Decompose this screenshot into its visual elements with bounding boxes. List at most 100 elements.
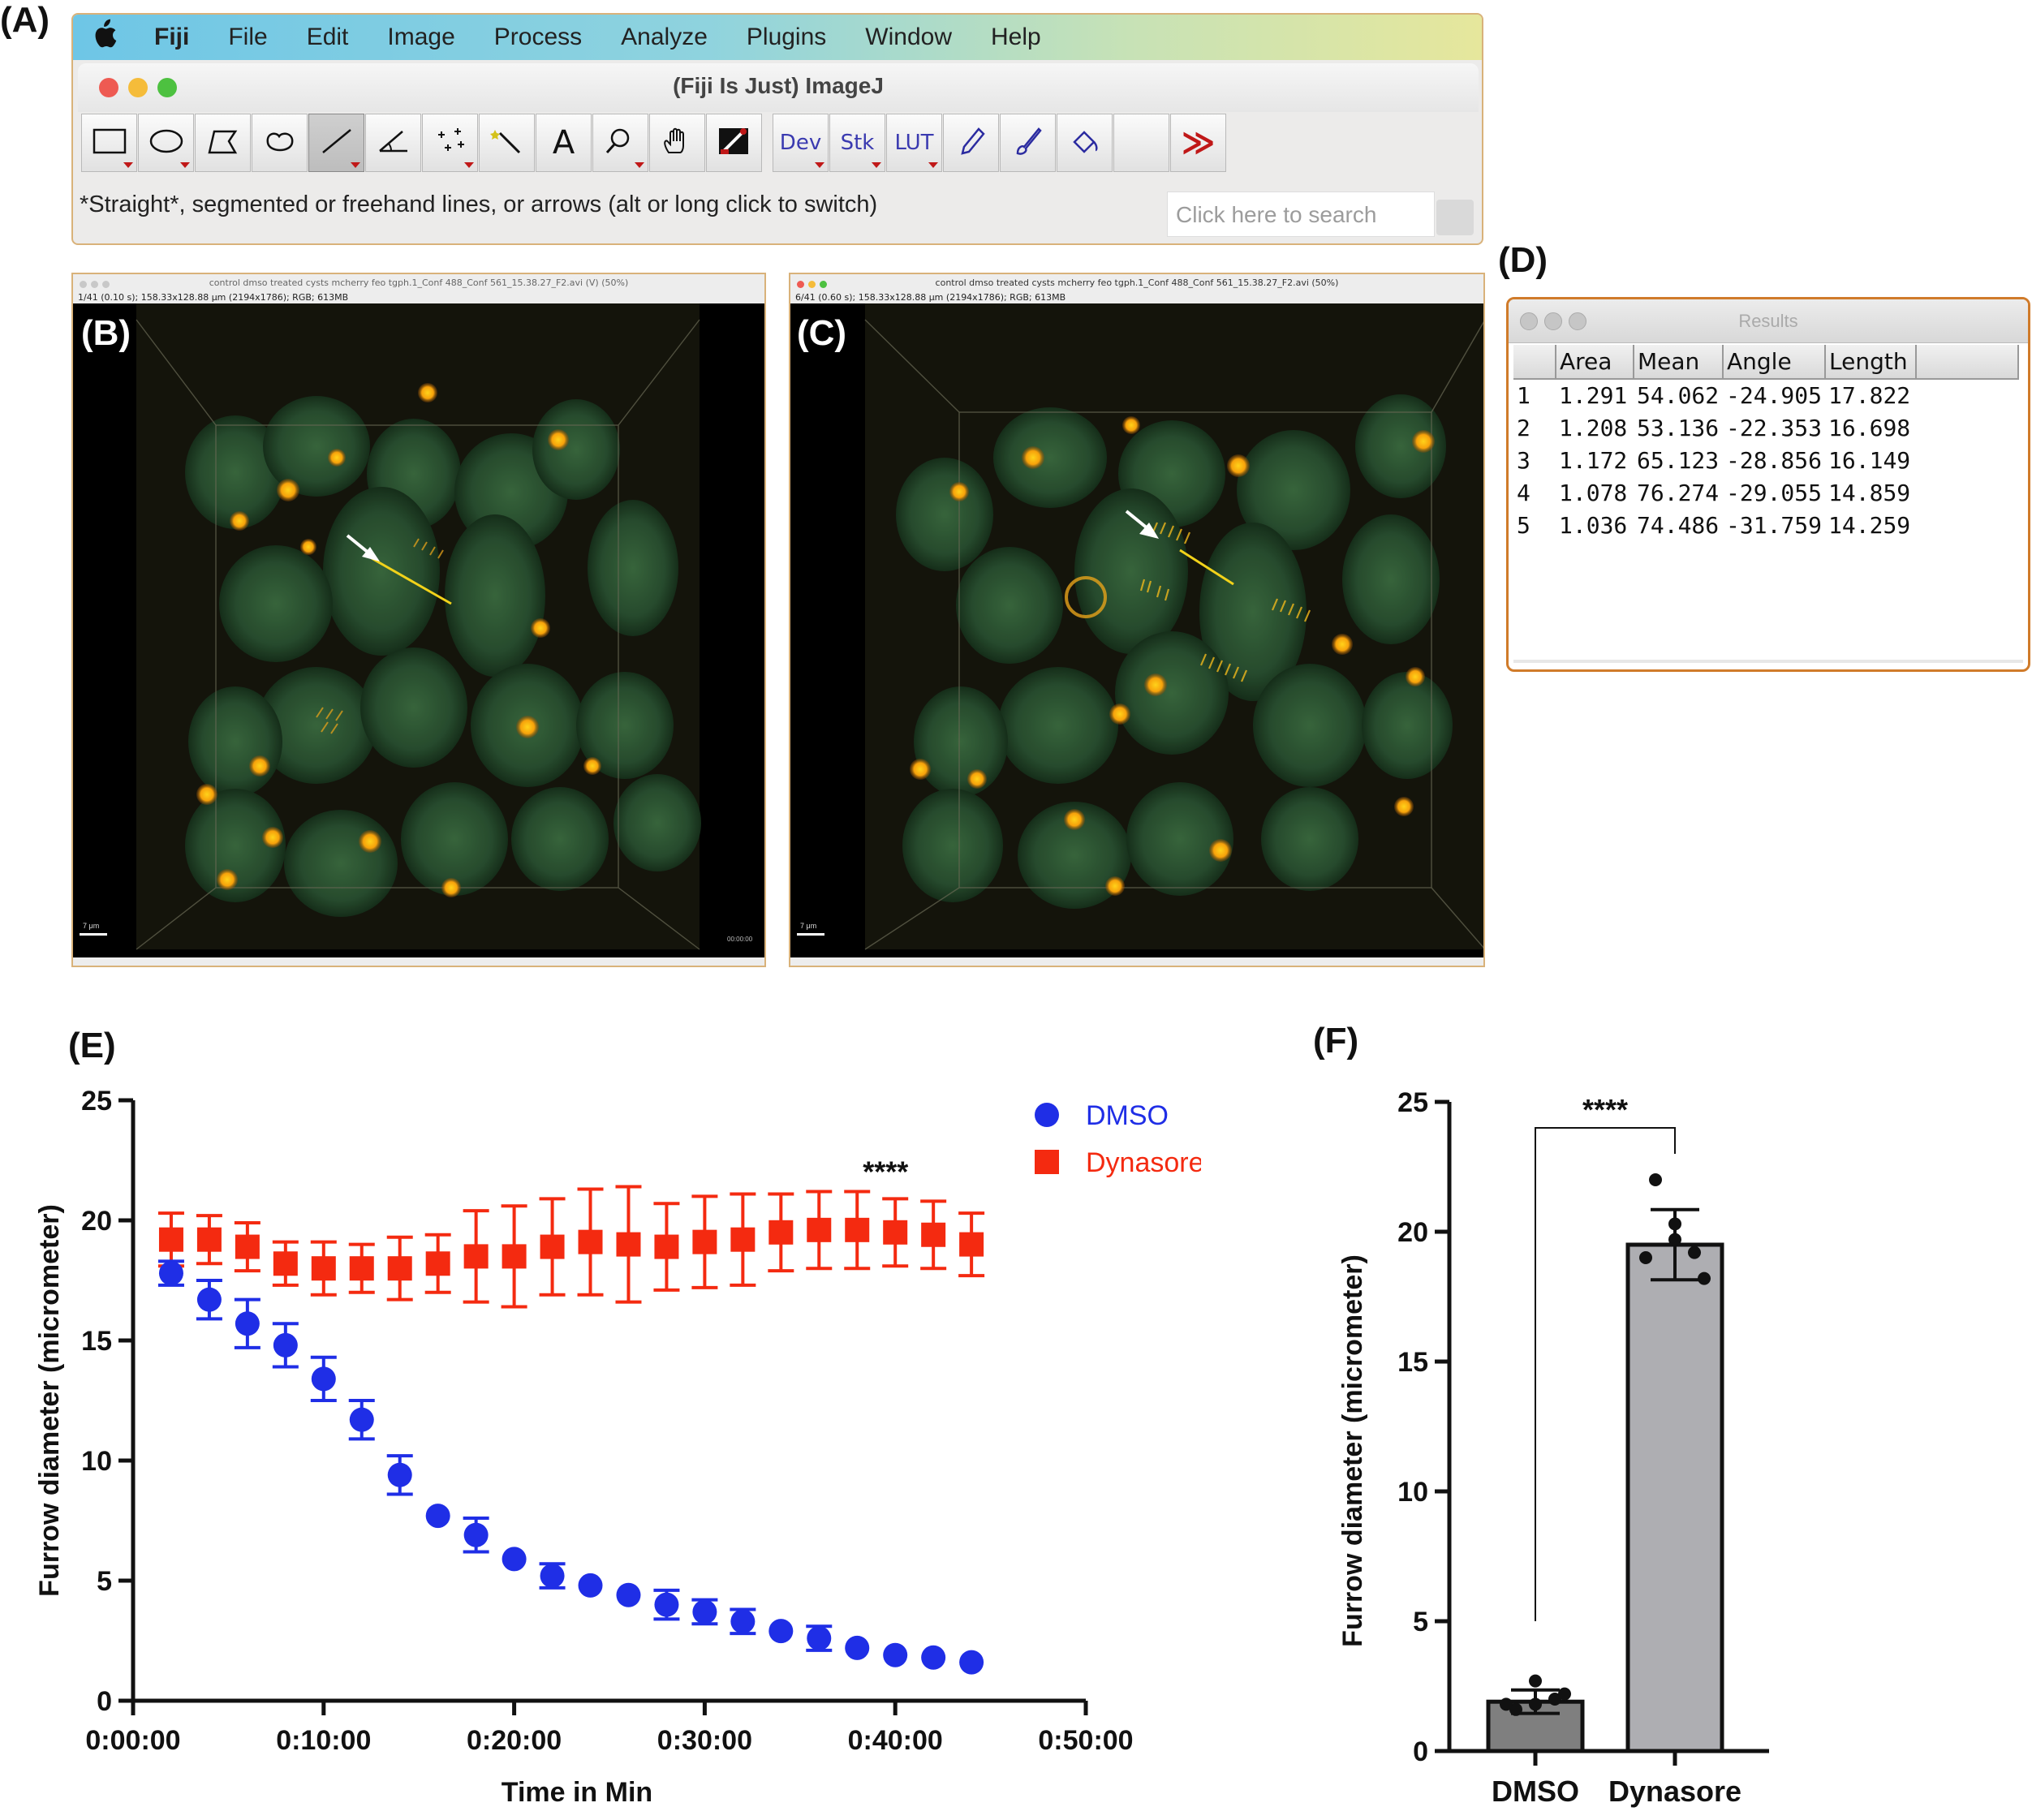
menu-help[interactable]: Help [991,24,1041,50]
hand-icon [659,127,696,159]
data-point [654,1592,679,1617]
y-tick-label: 0 [97,1686,112,1717]
cell-length: 17.822 [1828,382,1911,409]
cell-area: 1.291 [1559,382,1628,409]
minimize-window-button[interactable] [1544,312,1562,330]
hand-tool[interactable] [649,114,705,172]
data-point [921,1222,946,1247]
data-point [1529,1674,1542,1688]
data-point [540,1564,565,1589]
menu-fiji[interactable]: Fiji [154,24,190,50]
dev-label: Dev [779,131,822,155]
y-tick-label: 10 [81,1446,112,1477]
minimize-window-button[interactable] [128,78,148,97]
panel-label-a: (A) [0,0,50,40]
rectangle-tool[interactable] [81,114,137,172]
data-point [768,1220,794,1245]
window-title: (Fiji Is Just) ImageJ [673,73,884,98]
data-point [349,1407,374,1432]
magnifier-icon [602,127,639,159]
data-points [1500,1173,1711,1716]
menu-file[interactable]: File [228,24,268,50]
table-row[interactable]: 2 1.208 53.136 -22.353 16.698 [1513,411,2018,444]
flood-fill-tool[interactable] [1057,114,1113,172]
y-tick-label: 5 [1413,1607,1428,1637]
polygon-icon [204,127,242,159]
data-point [807,1217,832,1242]
data-point [1639,1251,1652,1264]
line-tool[interactable] [308,114,364,172]
more-tools-button[interactable]: ≫ [1170,114,1226,172]
magic-wand-icon [489,127,526,159]
data-point [883,1220,908,1245]
significance-annotation: **** [1582,1093,1628,1126]
menu-plugins[interactable]: Plugins [746,24,827,50]
oval-tool[interactable] [138,114,194,172]
significance-annotation: **** [863,1155,908,1189]
angle-tool[interactable] [365,114,421,172]
data-point [959,1232,984,1257]
close-window-button[interactable] [99,78,118,97]
data-point [196,1287,222,1312]
image-title: control dmso treated cysts mcherry feo t… [935,278,1339,288]
horizontal-scrollbar[interactable] [1513,660,2023,663]
color-picker-tool[interactable] [706,114,762,172]
brush-tool[interactable] [1000,114,1056,172]
data-point [463,1522,489,1547]
data-point [1509,1702,1522,1716]
menu-edit[interactable]: Edit [306,24,349,50]
column-header-angle[interactable]: Angle [1723,345,1827,380]
column-header-index[interactable] [1513,345,1556,380]
text-tool[interactable]: A [536,114,592,172]
freehand-tool[interactable] [252,114,308,172]
column-header-area[interactable]: Area [1556,345,1634,380]
menu-image[interactable]: Image [387,24,455,50]
timestamp-label: 00:00:00 [727,936,753,943]
zoom-tool[interactable] [592,114,648,172]
tool-bar: A Dev Stk LUT ≫ [81,114,1226,174]
apple-icon[interactable] [73,18,135,58]
microscopy-image[interactable]: 7 μm 00:00:00 [73,303,764,957]
menu-analyze[interactable]: Analyze [621,24,708,50]
cell-mean: 53.136 [1637,414,1720,441]
search-button[interactable] [1436,200,1474,235]
table-row[interactable]: 3 1.172 65.123 -28.856 16.149 [1513,444,2018,476]
row-index: 1 [1517,382,1530,409]
empty-tool-slot[interactable] [1113,114,1169,172]
microscopy-image[interactable]: 7 μm [790,303,1485,957]
polygon-tool[interactable] [195,114,251,172]
chart-legend: DMSO Dynasore [1035,1100,1201,1178]
lut-tool[interactable]: LUT [886,114,942,172]
data-point [235,1311,260,1336]
close-window-button[interactable] [1520,312,1538,330]
menu-process[interactable]: Process [493,24,583,50]
stacks-tool[interactable]: Stk [829,114,885,172]
scale-bar-label: 7 μm [800,922,816,930]
wand-tool[interactable] [479,114,535,172]
table-row[interactable]: 5 1.036 74.486 -31.759 14.259 [1513,509,2018,541]
column-header-mean[interactable]: Mean [1634,345,1724,380]
x-tick-label: 0:40:00 [848,1725,943,1756]
y-tick-label: 5 [97,1566,112,1597]
data-point [425,1504,450,1529]
menu-window[interactable]: Window [865,24,952,50]
measurement-line [1179,549,1234,586]
column-header-length[interactable]: Length [1825,345,1918,380]
results-table: Area Mean Angle Length 1 1.291 54.062 -24.9… [1513,345,2020,541]
zoom-window-button[interactable] [1569,312,1586,330]
pencil-tool[interactable] [943,114,999,172]
table-row[interactable]: 1 1.291 54.062 -24.905 17.822 [1513,379,2018,411]
y-tick-label: 25 [81,1086,112,1117]
data-point [1698,1271,1711,1285]
multi-point-tool[interactable] [422,114,478,172]
dev-tool[interactable]: Dev [773,114,829,172]
data-point [959,1650,984,1675]
legend-marker [1035,1150,1059,1174]
zoom-window-button[interactable] [157,78,177,97]
search-input[interactable]: Click here to search [1167,191,1435,237]
row-index: 2 [1517,414,1530,441]
bars [1486,1207,1724,1753]
scale-bar-label: 7 μm [83,922,99,930]
scale-bar [797,933,824,936]
table-row[interactable]: 4 1.078 76.274 -29.055 14.859 [1513,476,2018,509]
